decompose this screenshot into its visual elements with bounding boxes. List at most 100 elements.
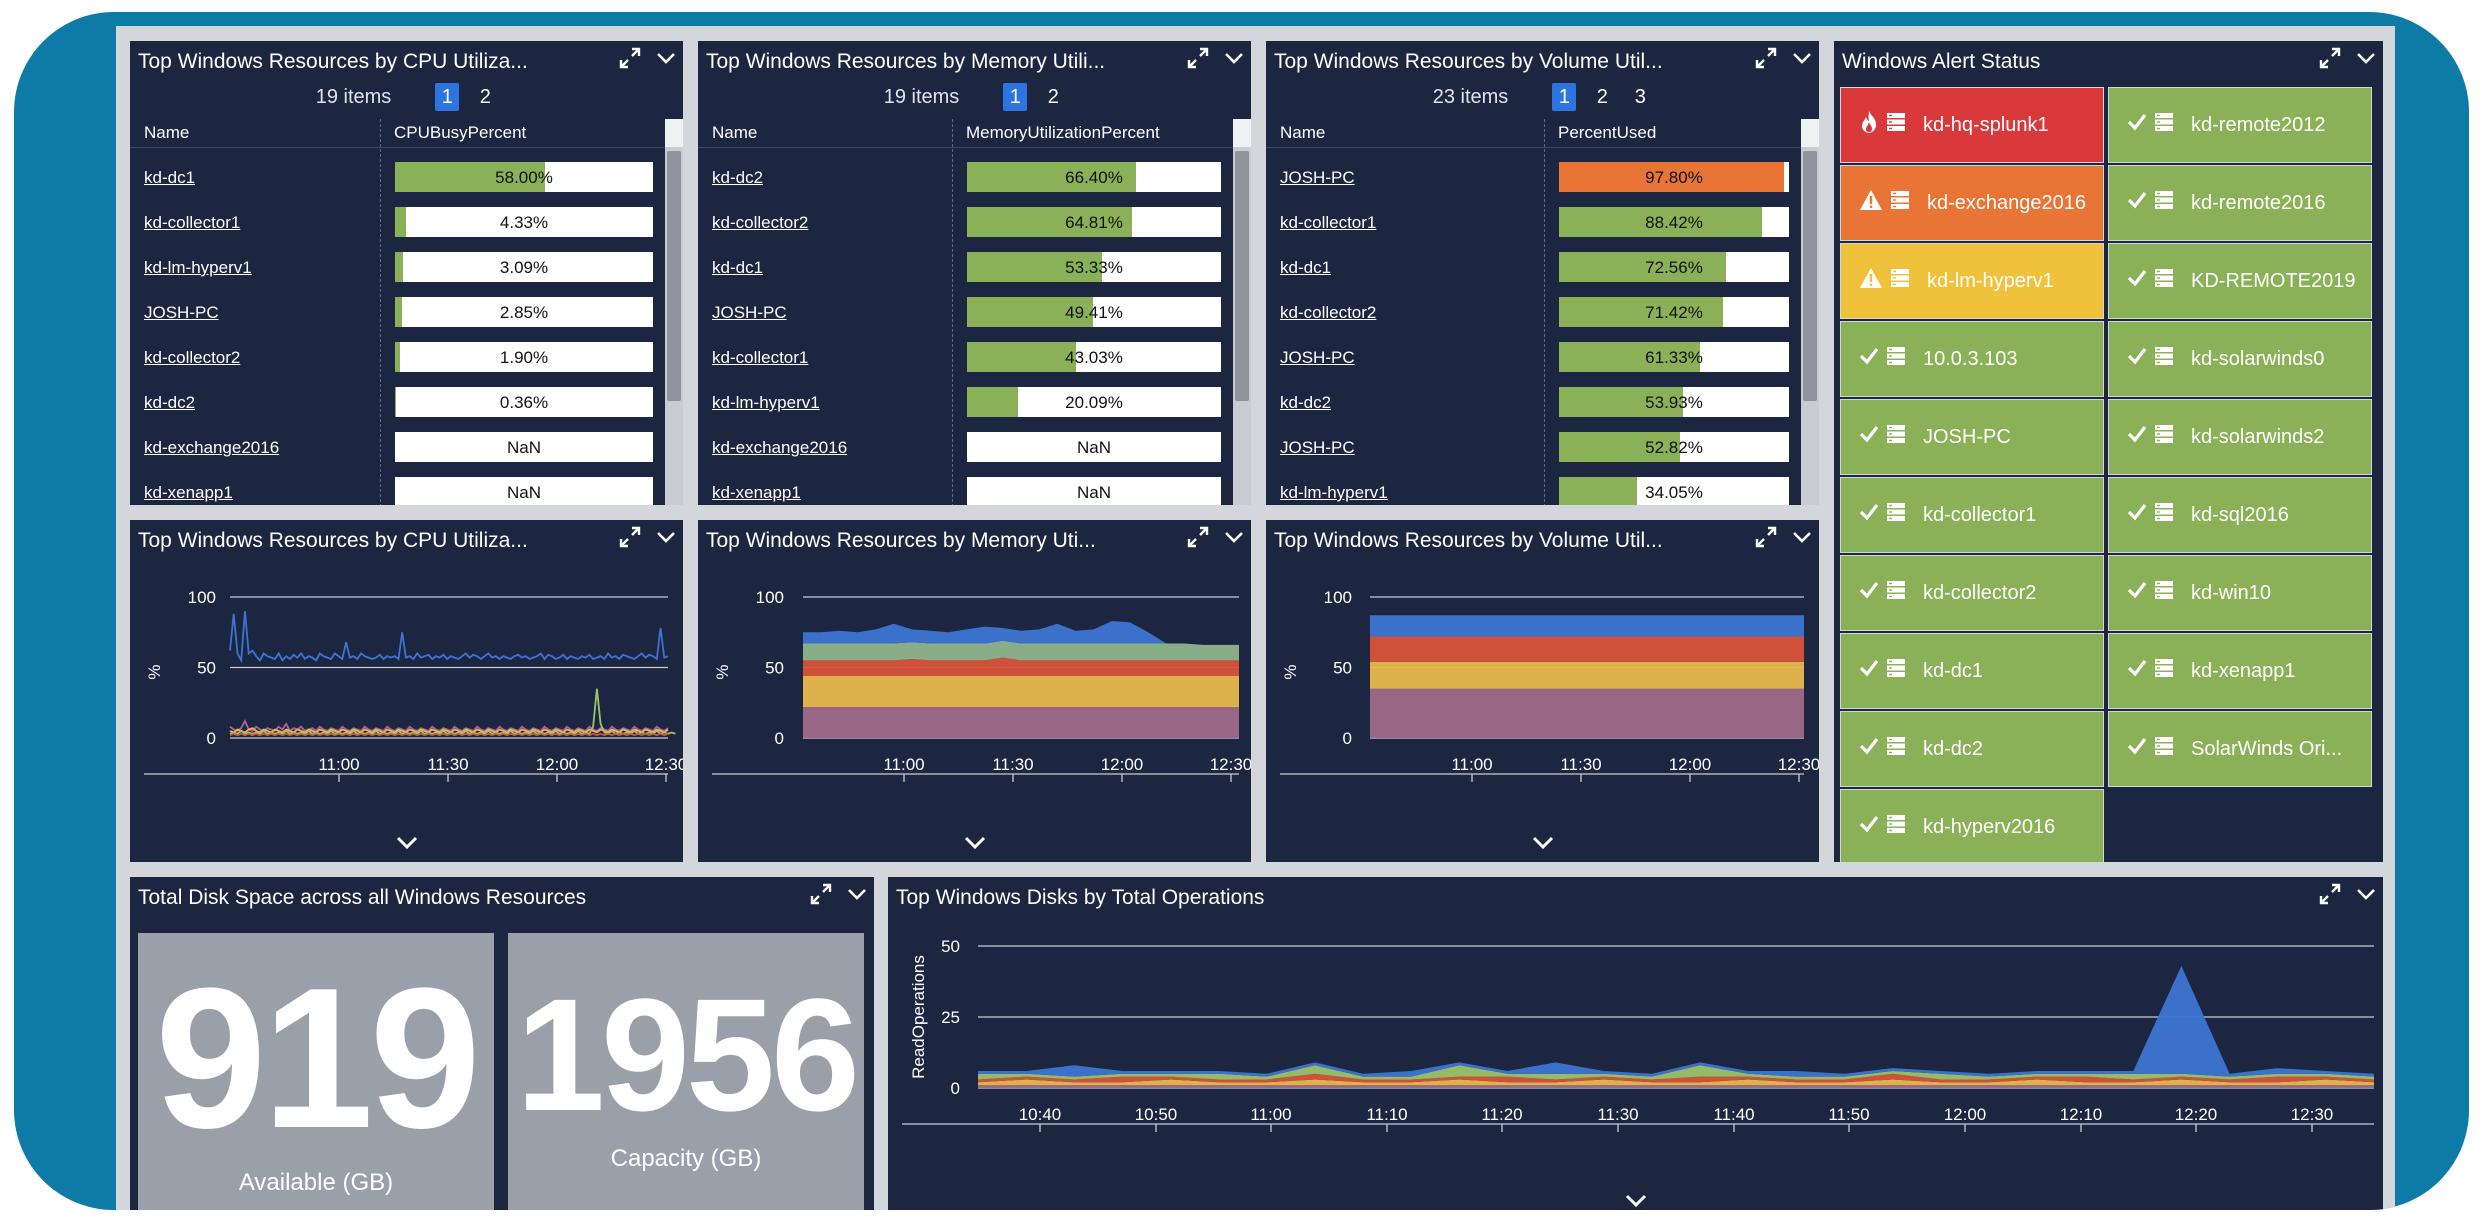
chevron-down-icon[interactable]	[1223, 526, 1245, 548]
resource-link[interactable]: kd-collector2	[1280, 303, 1377, 322]
resource-link[interactable]: kd-collector1	[144, 213, 241, 232]
alert-tile[interactable]: kd-collector1	[1840, 477, 2104, 553]
chevron-down-icon[interactable]	[1223, 47, 1245, 69]
resource-link[interactable]: JOSH-PC	[712, 303, 787, 322]
column-header-value[interactable]: MemoryUtilizationPercent	[966, 123, 1160, 142]
expand-icon[interactable]	[2319, 883, 2341, 905]
column-header-name[interactable]: Name	[1280, 123, 1326, 142]
memory-chart-widget: Top Windows Resources by Memory Uti... 0…	[698, 520, 1251, 862]
alert-tile[interactable]: kd-lm-hyperv1	[1840, 243, 2104, 319]
page-button-2[interactable]: 2	[1596, 86, 1608, 108]
chevron-down-icon[interactable]	[2355, 883, 2377, 905]
expand-icon[interactable]	[810, 883, 832, 905]
resource-link[interactable]: kd-collector1	[1280, 213, 1377, 232]
resource-link[interactable]: kd-dc2	[1280, 393, 1332, 412]
alert-resource-name: kd-remote2016	[2191, 191, 2326, 214]
server-icon	[1885, 423, 1907, 451]
alert-tile[interactable]: kd-remote2012	[2108, 87, 2372, 163]
resource-link[interactable]: kd-dc1	[712, 258, 764, 277]
alert-tile[interactable]: JOSH-PC	[1840, 399, 2104, 475]
resource-link[interactable]: kd-exchange2016	[144, 438, 280, 457]
alert-tile[interactable]: kd-dc1	[1840, 633, 2104, 709]
chevron-down-icon[interactable]	[1791, 526, 1813, 548]
page-button-1[interactable]: 1	[1552, 83, 1577, 111]
expand-icon[interactable]	[1187, 526, 1209, 548]
chevron-down-icon[interactable]	[655, 47, 677, 69]
scrollbar[interactable]	[1801, 119, 1819, 505]
expand-icon[interactable]	[1755, 526, 1777, 548]
alert-tile[interactable]: SolarWinds Ori...	[2108, 711, 2372, 787]
scrollbar[interactable]	[665, 119, 683, 505]
resource-link[interactable]: kd-dc2	[712, 168, 764, 187]
chevron-down-icon[interactable]	[2355, 47, 2377, 69]
y-axis-label: %	[145, 664, 164, 679]
alert-tile[interactable]: KD-REMOTE2019	[2108, 243, 2372, 319]
series-area	[1370, 636, 1804, 662]
resource-link[interactable]: kd-lm-hyperv1	[144, 258, 252, 277]
alert-tile[interactable]: kd-xenapp1	[2108, 633, 2372, 709]
resource-link[interactable]: JOSH-PC	[1280, 438, 1355, 457]
page-button-2[interactable]: 2	[479, 86, 491, 108]
alert-resource-name: kd-xenapp1	[2191, 659, 2296, 682]
chevron-down-icon[interactable]	[846, 883, 868, 905]
alert-tile[interactable]: kd-collector2	[1840, 555, 2104, 631]
page-button-1[interactable]: 1	[435, 83, 460, 111]
expand-icon[interactable]	[1187, 47, 1209, 69]
column-header-value[interactable]: CPUBusyPercent	[394, 123, 527, 142]
chevron-down-icon[interactable]	[1531, 835, 1555, 856]
chevron-down-icon[interactable]	[395, 835, 419, 856]
scrollbar[interactable]	[1233, 119, 1251, 505]
resource-link[interactable]: JOSH-PC	[1280, 348, 1355, 367]
resource-link[interactable]: kd-xenapp1	[712, 483, 801, 502]
alert-status-widget: Windows Alert Status kd-hq-splunk1 kd-rem…	[1834, 41, 2383, 862]
alert-tile[interactable]: kd-sql2016	[2108, 477, 2372, 553]
percent-value: 34.05%	[1645, 483, 1703, 502]
alert-tile[interactable]: 10.0.3.103	[1840, 321, 2104, 397]
alert-tile[interactable]: kd-remote2016	[2108, 165, 2372, 241]
chevron-down-icon[interactable]	[963, 835, 987, 856]
alert-grid: kd-hq-splunk1 kd-remote2012 kd-exchange201…	[1840, 87, 2377, 862]
table-row: kd-dc2 0.36%	[130, 381, 665, 426]
expand-icon[interactable]	[619, 526, 641, 548]
resource-link[interactable]: kd-dc2	[144, 393, 196, 412]
resource-link[interactable]: JOSH-PC	[144, 303, 219, 322]
expand-icon[interactable]	[619, 47, 641, 69]
resource-link[interactable]: kd-lm-hyperv1	[1280, 483, 1388, 502]
alert-tile[interactable]: kd-solarwinds0	[2108, 321, 2372, 397]
alert-resource-name: kd-dc2	[1923, 737, 1984, 760]
chevron-down-icon[interactable]	[1791, 47, 1813, 69]
resource-link[interactable]: kd-lm-hyperv1	[712, 393, 820, 412]
x-tick-label: 12:30	[2291, 1105, 2334, 1124]
resource-link[interactable]: kd-collector2	[712, 213, 809, 232]
percent-value: 20.09%	[1065, 393, 1123, 412]
resource-link[interactable]: kd-exchange2016	[712, 438, 848, 457]
alert-tile[interactable]: kd-hq-splunk1	[1840, 87, 2104, 163]
series-line	[229, 719, 669, 733]
page-button-1[interactable]: 1	[1003, 83, 1028, 111]
chevron-down-icon[interactable]	[655, 526, 677, 548]
resource-link[interactable]: kd-dc1	[144, 168, 196, 187]
resource-link[interactable]: JOSH-PC	[1280, 168, 1355, 187]
expand-icon[interactable]	[1755, 47, 1777, 69]
column-header-value[interactable]: PercentUsed	[1558, 123, 1657, 142]
page-button-3[interactable]: 3	[1634, 86, 1646, 108]
alert-tile[interactable]: kd-exchange2016	[1840, 165, 2104, 241]
alert-tile[interactable]: kd-dc2	[1840, 711, 2104, 787]
chevron-down-icon[interactable]	[1624, 1193, 1648, 1210]
alert-tile[interactable]: kd-win10	[2108, 555, 2372, 631]
resource-link[interactable]: kd-dc1	[1280, 258, 1332, 277]
table-row: kd-collector2 71.42%	[1266, 291, 1801, 336]
column-header-name[interactable]: Name	[712, 123, 758, 142]
table-row: JOSH-PC 2.85%	[130, 291, 665, 336]
resource-link[interactable]: kd-xenapp1	[144, 483, 233, 502]
page-button-2[interactable]: 2	[1047, 86, 1059, 108]
check-icon	[1859, 659, 1879, 683]
resource-link[interactable]: kd-collector1	[712, 348, 809, 367]
series-area	[803, 657, 1239, 676]
alert-tile[interactable]: kd-solarwinds2	[2108, 399, 2372, 475]
alert-tile[interactable]: kd-hyperv2016	[1840, 789, 2104, 862]
expand-icon[interactable]	[2319, 47, 2341, 69]
resource-link[interactable]: kd-collector2	[144, 348, 241, 367]
tile-icons	[2127, 345, 2175, 373]
column-header-name[interactable]: Name	[144, 123, 190, 142]
